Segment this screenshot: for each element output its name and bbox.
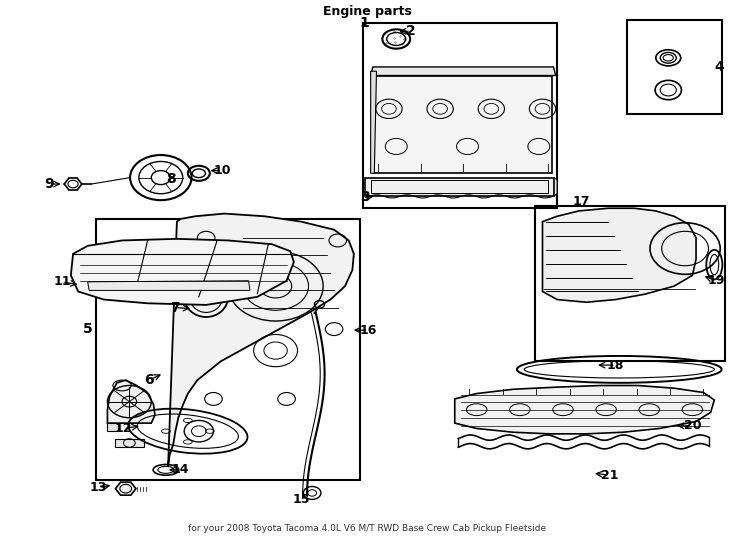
Text: Engine parts: Engine parts [322, 5, 412, 18]
Polygon shape [115, 439, 144, 447]
Text: 9: 9 [44, 177, 54, 191]
Text: 20: 20 [683, 419, 701, 433]
Bar [96, 219, 360, 480]
Text: 21: 21 [601, 469, 619, 482]
Polygon shape [371, 71, 377, 173]
Polygon shape [87, 281, 250, 291]
Text: 18: 18 [607, 359, 625, 372]
Text: 10: 10 [214, 164, 231, 177]
Text: 7: 7 [170, 301, 181, 315]
Text: 14: 14 [172, 463, 189, 476]
Text: 3: 3 [360, 191, 370, 205]
Polygon shape [107, 423, 118, 431]
Bar [363, 23, 557, 208]
Bar [535, 206, 725, 361]
Polygon shape [71, 239, 294, 305]
Text: 19: 19 [708, 274, 725, 287]
Polygon shape [168, 214, 354, 466]
Text: 12: 12 [115, 422, 132, 435]
Text: 6: 6 [145, 373, 154, 387]
Text: 17: 17 [573, 195, 590, 208]
Text: 4: 4 [715, 60, 724, 74]
Text: 5: 5 [83, 322, 92, 336]
Text: 2: 2 [406, 24, 415, 38]
Text: 13: 13 [90, 481, 107, 494]
Text: 15: 15 [292, 494, 310, 507]
Polygon shape [365, 178, 554, 196]
Polygon shape [455, 386, 714, 434]
Polygon shape [374, 76, 552, 173]
Polygon shape [542, 208, 696, 302]
Text: 16: 16 [360, 323, 377, 336]
Bar [627, 20, 722, 114]
Polygon shape [115, 482, 136, 495]
Text: 1: 1 [360, 16, 370, 30]
Text: 11: 11 [54, 275, 70, 288]
Text: 8: 8 [166, 172, 176, 186]
Polygon shape [107, 380, 155, 423]
Polygon shape [554, 178, 557, 196]
Polygon shape [371, 67, 556, 76]
Text: for your 2008 Toyota Tacoma 4.0L V6 M/T RWD Base Crew Cab Pickup Fleetside: for your 2008 Toyota Tacoma 4.0L V6 M/T … [188, 524, 546, 533]
